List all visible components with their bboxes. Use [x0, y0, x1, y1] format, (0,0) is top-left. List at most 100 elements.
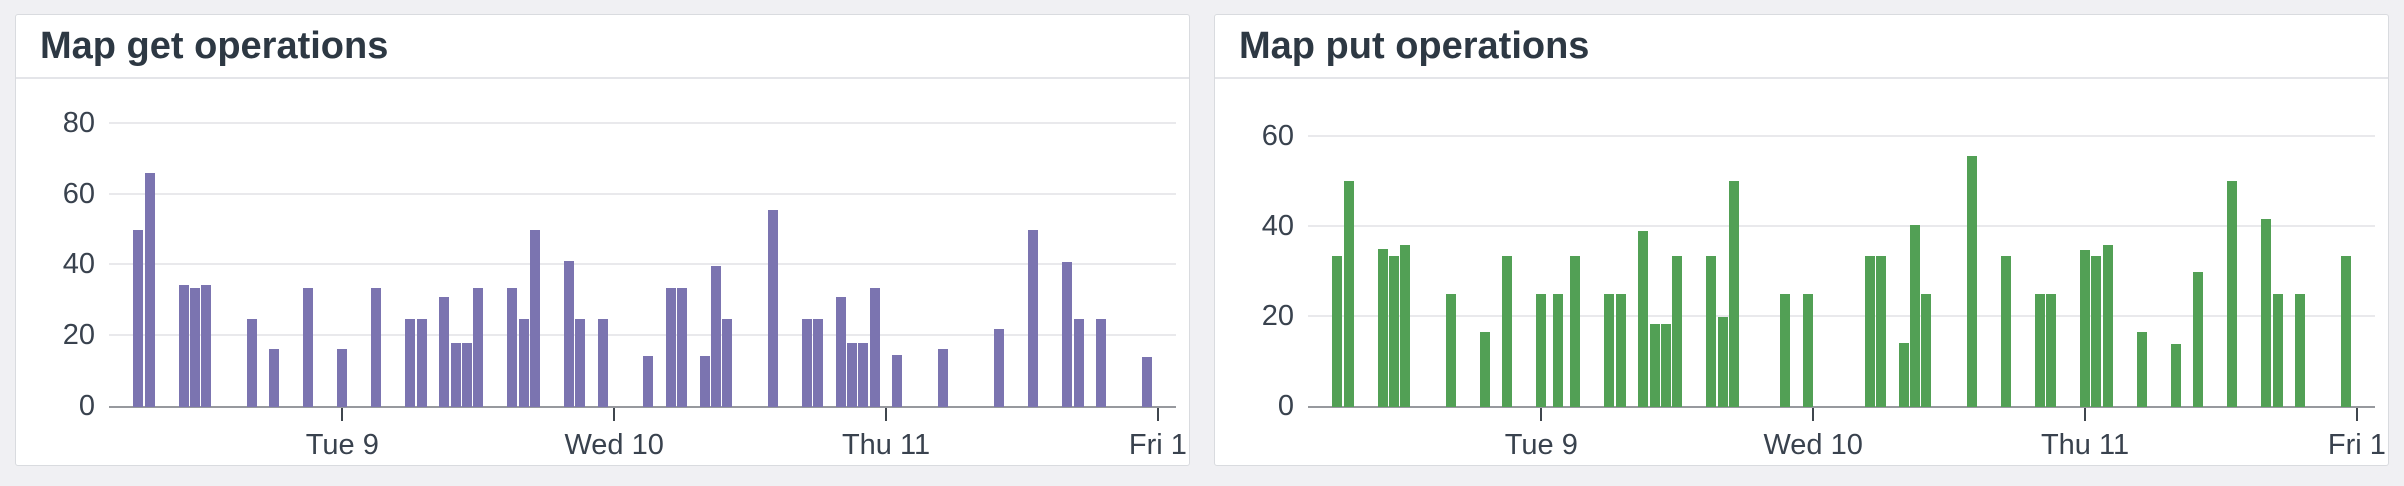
bar[interactable]: [2080, 249, 2091, 407]
bar[interactable]: [835, 297, 846, 407]
bar[interactable]: [1570, 256, 1581, 407]
x-axis-label-wed-10: Wed 10: [564, 429, 664, 461]
bar[interactable]: [1802, 293, 1813, 407]
bar[interactable]: [892, 355, 903, 407]
bar[interactable]: [2034, 293, 2045, 407]
bar[interactable]: [2295, 293, 2306, 407]
bar[interactable]: [1479, 331, 1490, 407]
x-tick-fri-1: [2355, 408, 2358, 421]
bar[interactable]: [1096, 318, 1107, 407]
y-axis-label-80: 80: [62, 106, 95, 139]
map-put-operations-chart: 0 20 40 60 Tue 9 Wed 10 Thu 11 Fri 1: [1215, 79, 2388, 465]
bar[interactable]: [2340, 256, 2351, 407]
bar[interactable]: [801, 318, 812, 407]
bar[interactable]: [1062, 261, 1073, 407]
bar[interactable]: [2193, 271, 2204, 407]
bar[interactable]: [1672, 256, 1683, 407]
x-tick-fri-1: [1156, 408, 1159, 421]
bar[interactable]: [1898, 342, 1909, 407]
bar[interactable]: [2272, 293, 2283, 407]
bar[interactable]: [767, 209, 778, 407]
bar[interactable]: [303, 288, 314, 407]
bar[interactable]: [1502, 256, 1513, 407]
bar[interactable]: [450, 343, 461, 407]
bar[interactable]: [337, 348, 348, 407]
bar[interactable]: [507, 288, 518, 407]
bar[interactable]: [1910, 225, 1921, 407]
bar[interactable]: [2102, 245, 2113, 407]
bar[interactable]: [2227, 180, 2238, 407]
bar[interactable]: [722, 318, 733, 407]
bar[interactable]: [2170, 344, 2181, 407]
bar[interactable]: [847, 343, 858, 407]
bar[interactable]: [190, 288, 201, 407]
bar[interactable]: [201, 284, 212, 407]
bar[interactable]: [1638, 230, 1649, 407]
bar[interactable]: [597, 318, 608, 407]
bar[interactable]: [416, 318, 427, 407]
bar[interactable]: [711, 266, 722, 407]
x-axis-line: [109, 406, 1176, 408]
bar[interactable]: [178, 284, 189, 407]
x-axis-label-thu-11: Thu 11: [841, 429, 931, 461]
bar[interactable]: [1615, 293, 1626, 407]
bar[interactable]: [518, 318, 529, 407]
bar[interactable]: [1649, 323, 1660, 407]
bar[interactable]: [405, 318, 416, 407]
gridline-y-20: [109, 334, 1176, 337]
bar[interactable]: [1706, 256, 1717, 407]
bar[interactable]: [1876, 256, 1887, 407]
bar[interactable]: [1073, 318, 1084, 407]
bar[interactable]: [994, 329, 1005, 407]
bar[interactable]: [1028, 230, 1039, 407]
bar[interactable]: [1445, 293, 1456, 407]
bar[interactable]: [813, 318, 824, 407]
x-axis-label-fri-1: Fri 1: [2327, 429, 2386, 461]
x-tick-thu-11: [2084, 408, 2087, 421]
bar[interactable]: [1141, 357, 1152, 407]
bar[interactable]: [575, 318, 586, 407]
bar[interactable]: [1921, 293, 1932, 407]
bar[interactable]: [2000, 256, 2011, 407]
bar[interactable]: [699, 356, 710, 407]
bar[interactable]: [563, 260, 574, 407]
bar[interactable]: [269, 348, 280, 407]
bar[interactable]: [1553, 293, 1564, 407]
x-tick-tue-9: [1540, 408, 1543, 421]
bar[interactable]: [1389, 256, 1400, 407]
bar[interactable]: [473, 288, 484, 407]
bar[interactable]: [1377, 248, 1388, 407]
bar[interactable]: [461, 343, 472, 407]
bar[interactable]: [1864, 256, 1875, 407]
bar[interactable]: [643, 356, 654, 407]
panel-title-map-get-operations: Map get operations: [16, 15, 1189, 79]
bar[interactable]: [371, 288, 382, 407]
bar[interactable]: [133, 230, 144, 407]
bar[interactable]: [1779, 293, 1790, 407]
bar[interactable]: [2261, 218, 2272, 407]
bar[interactable]: [1717, 317, 1728, 407]
bar[interactable]: [439, 297, 450, 407]
bar[interactable]: [2091, 256, 2102, 407]
bar[interactable]: [858, 343, 869, 407]
y-axis-label-20: 20: [62, 319, 95, 352]
bar[interactable]: [1660, 323, 1671, 407]
bar[interactable]: [529, 230, 540, 407]
bar[interactable]: [1332, 256, 1343, 407]
bar[interactable]: [2136, 331, 2147, 407]
gridline-y-40: [1308, 225, 2375, 227]
x-axis-label-tue-9: Tue 9: [1504, 429, 1578, 461]
bar[interactable]: [1400, 244, 1411, 407]
bar[interactable]: [869, 288, 880, 407]
bar[interactable]: [937, 348, 948, 407]
bar[interactable]: [677, 288, 688, 407]
bar[interactable]: [1728, 180, 1739, 407]
bar[interactable]: [665, 288, 676, 407]
bar[interactable]: [1343, 180, 1354, 407]
bar[interactable]: [1604, 293, 1615, 407]
bar[interactable]: [144, 173, 155, 407]
bar[interactable]: [1536, 293, 1547, 407]
bar[interactable]: [246, 318, 257, 407]
bar[interactable]: [1966, 156, 1977, 407]
bar[interactable]: [2046, 293, 2057, 407]
